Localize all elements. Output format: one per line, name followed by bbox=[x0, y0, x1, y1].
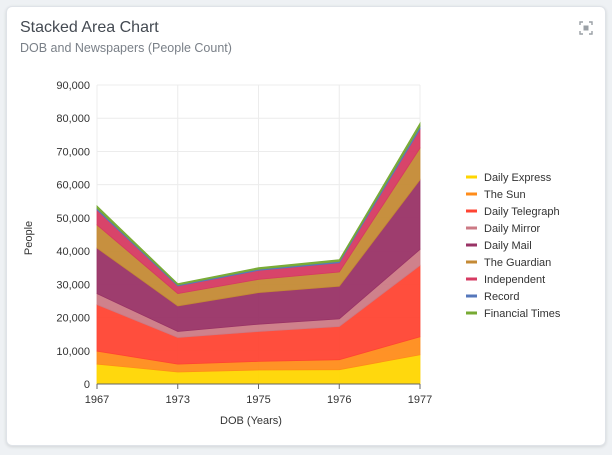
legend-swatch-the-guardian bbox=[466, 260, 477, 264]
legend-swatch-daily-mirror bbox=[466, 226, 477, 230]
axis-layer: 0 10,000 20,000 30,000 40,000 50,000 60,000 70,… bbox=[56, 80, 432, 406]
chart-title: Stacked Area Chart bbox=[20, 19, 159, 36]
legend-label-financial-times: Financial Times bbox=[484, 308, 561, 320]
legend-label-the-sun: The Sun bbox=[484, 189, 526, 201]
y-tick-label: 90,000 bbox=[56, 80, 90, 92]
y-tick-label: 30,000 bbox=[56, 279, 90, 291]
legend: Daily Express The Sun Daily Telegraph Daily… bbox=[466, 172, 561, 320]
y-tick-label: 10,000 bbox=[56, 346, 90, 358]
legend-label-record: Record bbox=[484, 291, 519, 303]
legend-swatch-daily-mail bbox=[466, 243, 477, 247]
y-tick-label: 80,000 bbox=[56, 113, 90, 125]
legend-swatch-financial-times bbox=[466, 311, 477, 315]
legend-swatch-daily-telegraph bbox=[466, 209, 477, 213]
legend-label-daily-telegraph: Daily Telegraph bbox=[484, 206, 560, 218]
area-layer bbox=[96, 121, 421, 385]
chart-subtitle: DOB and Newspapers (People Count) bbox=[20, 41, 232, 55]
y-tick-label: 0 bbox=[84, 379, 90, 391]
legend-label-daily-mail: Daily Mail bbox=[484, 240, 532, 252]
y-tick-label: 20,000 bbox=[56, 313, 90, 325]
legend-label-independent: Independent bbox=[484, 274, 545, 286]
x-tick-label: 1975 bbox=[246, 394, 270, 406]
legend-swatch-record bbox=[466, 294, 477, 298]
x-tick-label: 1977 bbox=[408, 394, 432, 406]
x-tick-label: 1973 bbox=[166, 394, 190, 406]
legend-swatch-independent bbox=[466, 277, 477, 281]
y-tick-label: 50,000 bbox=[56, 213, 90, 225]
legend-label-the-guardian: The Guardian bbox=[484, 257, 551, 269]
x-axis-title: DOB (Years) bbox=[220, 415, 282, 427]
y-tick-label: 60,000 bbox=[56, 180, 90, 192]
y-tick-label: 40,000 bbox=[56, 246, 90, 258]
legend-label-daily-mirror: Daily Mirror bbox=[484, 223, 541, 235]
y-axis-title: People bbox=[23, 221, 35, 255]
x-tick-label: 1976 bbox=[327, 394, 351, 406]
x-tick-label: 1967 bbox=[85, 394, 109, 406]
legend-swatch-the-sun bbox=[466, 192, 477, 196]
area-financial-times bbox=[96, 121, 421, 286]
y-tick-label: 70,000 bbox=[56, 146, 90, 158]
expand-icon[interactable] bbox=[579, 21, 593, 35]
legend-label-daily-express: Daily Express bbox=[484, 172, 552, 184]
legend-swatch-daily-express bbox=[466, 175, 477, 179]
